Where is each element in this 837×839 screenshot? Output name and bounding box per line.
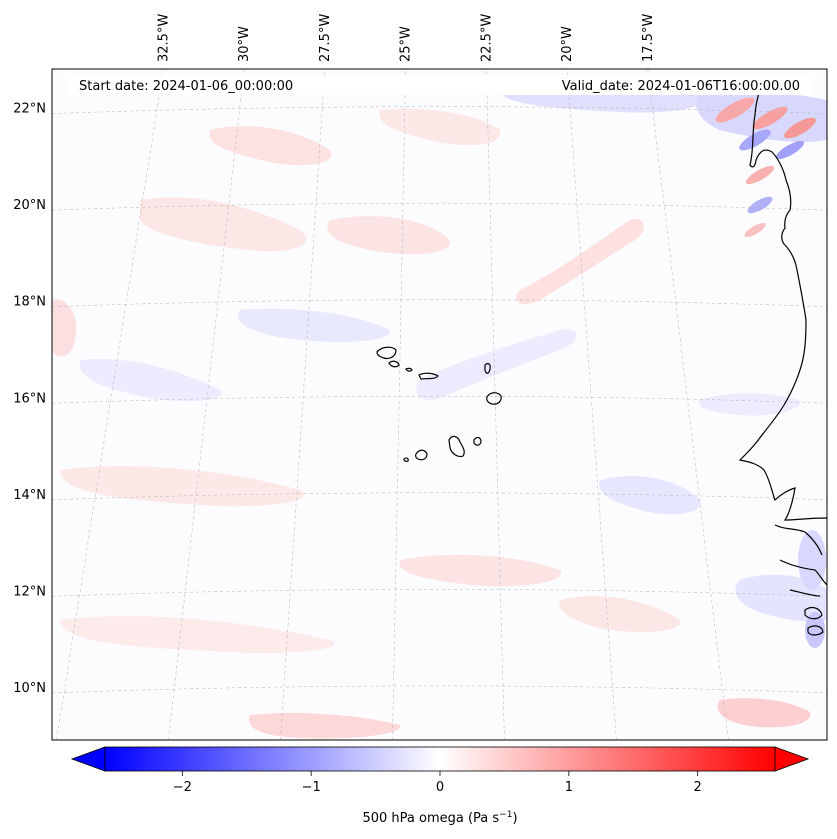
latitude-tick-label: 16°N [13, 391, 46, 406]
colorbar-extend-high [774, 746, 810, 772]
longitude-tick-label: 25°W [399, 26, 414, 62]
island-santo-antao [376, 346, 397, 360]
header-strip [70, 75, 810, 95]
colorbar-extend-low [70, 746, 106, 772]
meridian-line [486, 69, 505, 740]
colorbar-tick-label: −2 [173, 780, 192, 795]
colorbar-tick-label: 2 [694, 780, 702, 795]
meridian-line [168, 69, 245, 740]
island-sao-nicolau [418, 372, 439, 380]
longitude-tick-label: 32.5°W [156, 14, 171, 62]
latitude-tick-label: 22°N [13, 102, 46, 117]
colorbar-tick-label: −1 [302, 780, 321, 795]
island-fogo [415, 449, 428, 461]
parallel-line [52, 685, 827, 694]
longitude-tick-label: 17.5°W [641, 14, 656, 62]
parallel-line [52, 202, 827, 211]
meridian-line [56, 69, 164, 740]
island-santa-luzia [405, 367, 413, 372]
latitude-tick-label: 12°N [13, 584, 46, 599]
island-brava [403, 457, 409, 462]
gambia-casamance-coast [774, 524, 827, 597]
longitude-tick-label: 22.5°W [479, 14, 494, 62]
map-frame [51, 68, 828, 741]
island-maio [473, 436, 482, 446]
colorbar-body [104, 746, 776, 772]
parallel-line [52, 589, 827, 597]
meridian-line [647, 69, 729, 740]
meridian-line [392, 69, 406, 740]
africa-coastline [738, 74, 827, 521]
start-date-label: Start date: 2024-01-06_00:00:00 [79, 79, 293, 94]
longitude-tick-label: 20°W [560, 26, 575, 62]
colorbar-ticks: −2 −1 0 1 2 [173, 771, 702, 795]
parallel-line [52, 106, 827, 114]
island-sal [484, 363, 491, 374]
longitude-tick-label: 30°W [237, 26, 252, 62]
parallel-line [52, 299, 827, 307]
coastlines [376, 74, 827, 636]
longitude-tick-label: 27.5°W [318, 14, 333, 62]
parallel-line [52, 492, 827, 501]
gridlines [52, 69, 827, 740]
island-sao-vicente [388, 360, 400, 368]
island-boa-vista [486, 392, 502, 405]
latitude-tick-label: 18°N [13, 295, 46, 310]
colorbar-tick-label: 1 [565, 780, 573, 795]
meridian-line [566, 69, 617, 740]
colorbar-label: 500 hPa omega (Pa s−1) [362, 810, 517, 826]
colorbar: −2 −1 0 1 2 500 hPa omega (Pa s−1) [70, 746, 810, 826]
parallel-line [52, 396, 827, 404]
colorbar-tick-label: 0 [436, 780, 444, 795]
bissagos-islands [804, 606, 824, 636]
latitude-tick-label: 10°N [13, 681, 46, 696]
meridian-line [280, 69, 326, 740]
latitude-tick-label: 14°N [13, 488, 46, 503]
valid-date-label: Valid_date: 2024-01-06T16:00:00.00 [562, 79, 800, 94]
latitude-labels: 10°N 12°N 14°N 16°N 18°N 20°N 22°N [13, 102, 46, 696]
longitude-labels: 32.5°W 30°W 27.5°W 25°W 22.5°W 20°W 17.5°W [156, 14, 655, 62]
island-santiago [448, 435, 465, 458]
latitude-tick-label: 20°N [13, 198, 46, 213]
